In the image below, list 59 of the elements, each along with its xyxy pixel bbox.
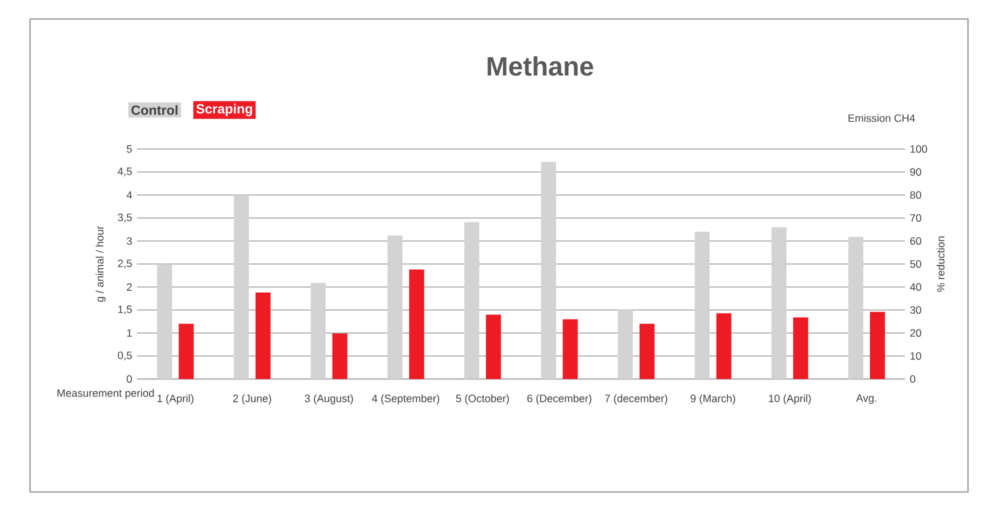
x-axis-title: Measurement period [58,389,154,399]
y-tick-label: 1,5 [118,306,132,314]
y-tick-label: 2,5 [118,260,132,268]
y-tick-label: 0 [126,375,132,383]
x-tick-label: 10 (April) [768,394,811,404]
y-tick-label: 3 [126,237,132,245]
y-tick-label: 3,5 [118,214,132,222]
bar [157,264,172,379]
y2-tick-label: 50 [910,260,922,268]
bar [387,235,402,379]
bar [256,292,271,379]
bar [618,309,633,379]
bar [848,236,864,379]
text: Scraping [196,104,252,116]
x-tick-label: 2 (June) [233,394,272,404]
bar [793,317,808,379]
bar [332,333,348,379]
y2-tick-label: 70 [910,214,922,222]
x-tick-label: 4 (September) [372,394,440,404]
bar [640,324,655,379]
text: Control [131,105,178,115]
y2-tick-label: 100 [910,145,928,153]
y2-tick-label: 20 [910,329,922,337]
bar [771,227,786,379]
bar [694,232,710,379]
x-tick-label: 9 (March) [690,394,736,404]
bar [870,312,885,379]
x-tick-label: 6 (December) [527,394,592,404]
y-tick-label: 1 [127,329,132,337]
bar [541,162,556,379]
y2-tick-label: 0 [910,375,916,383]
y2-tick-label: 40 [910,283,922,291]
bar [234,195,249,379]
bar [562,319,578,379]
bar [178,324,194,379]
y-tick-label: 4 [126,191,132,199]
text: Emission CH4 [848,114,915,122]
y2-tick-label: 60 [910,237,922,245]
y2-tick-label: 10 [910,352,922,360]
y-tick-label: 4,5 [118,168,132,176]
y2-tick-label: 30 [910,306,922,314]
bar [486,314,501,379]
bar [409,270,424,379]
bar [310,282,326,379]
x-tick-label: 1 (April) [158,394,194,404]
x-tick-label: Avg. [856,394,876,404]
y2-tick-label: 90 [910,168,922,176]
bar [464,222,480,379]
bar [716,313,732,379]
y2-axis-title: % reduction [936,236,945,292]
x-tick-label: 5 (October) [456,394,509,404]
y-tick-label: 0,5 [118,352,132,360]
y-axis-title: g / animal / hour [96,226,106,302]
y-tick-label: 2 [126,283,132,291]
chart-title: Methane [488,56,594,76]
x-tick-label: 3 (August) [304,394,353,404]
x-tick-label: 7 (december) [605,394,668,404]
y2-tick-label: 80 [910,191,922,199]
y-tick-label: 5 [126,145,132,153]
